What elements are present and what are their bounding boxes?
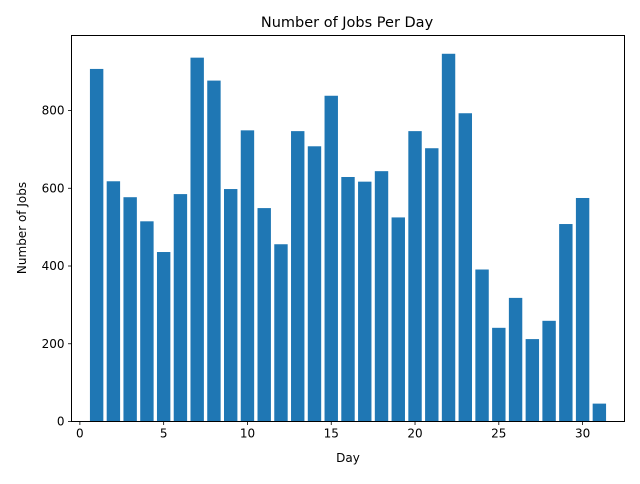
bar-day-31 (592, 403, 607, 422)
bar-day-4 (140, 221, 154, 422)
bar-day-22 (441, 53, 456, 422)
x-tick-label: 25 (491, 427, 506, 441)
y-tick-label: 800 (42, 104, 65, 118)
bar-day-20 (408, 131, 422, 422)
bar-day-14 (307, 146, 322, 422)
y-tick-label: 400 (42, 259, 65, 273)
y-axis: 0 200 400 600 800 (42, 104, 72, 429)
bar-day-7 (190, 57, 204, 422)
bar-day-9 (223, 189, 238, 422)
bar-day-26 (508, 297, 523, 422)
x-axis-label: Day (336, 451, 360, 465)
bar-day-27 (525, 339, 540, 422)
x-tick-label: 30 (575, 427, 590, 441)
x-tick-label: 5 (160, 427, 168, 441)
bar-day-2 (106, 181, 121, 422)
y-tick-label: 0 (57, 415, 65, 429)
bar-day-12 (274, 244, 288, 422)
bar-day-23 (458, 113, 473, 422)
bar-day-5 (156, 252, 171, 422)
bar-day-16 (341, 176, 355, 422)
bar-day-24 (475, 269, 489, 422)
bar-day-28 (542, 320, 556, 422)
bar-day-15 (324, 95, 338, 422)
y-tick-label: 200 (42, 337, 65, 351)
bar-day-11 (257, 208, 271, 422)
bar-day-25 (492, 327, 506, 422)
bar-day-10 (240, 130, 255, 422)
bar-day-18 (374, 171, 389, 422)
y-axis-label: Number of Jobs (15, 182, 29, 274)
x-axis: 0 5 10 15 20 25 30 (76, 421, 590, 441)
bar-day-3 (123, 197, 137, 422)
x-tick-label: 15 (324, 427, 339, 441)
bar-day-8 (207, 80, 221, 422)
bar-day-6 (173, 194, 188, 422)
bar-day-19 (391, 217, 405, 422)
bar-day-13 (291, 131, 305, 422)
bar-day-21 (425, 148, 439, 422)
x-tick-label: 10 (240, 427, 255, 441)
bars-group (89, 53, 607, 422)
x-tick-label: 20 (407, 427, 422, 441)
bar-day-1 (89, 68, 104, 422)
bar-day-30 (575, 197, 590, 422)
y-tick-label: 600 (42, 181, 65, 195)
chart-title: Number of Jobs Per Day (261, 15, 434, 31)
bar-day-29 (559, 224, 573, 422)
bar-day-17 (358, 181, 372, 422)
x-tick-label: 0 (76, 427, 84, 441)
plot-frame (71, 35, 625, 422)
